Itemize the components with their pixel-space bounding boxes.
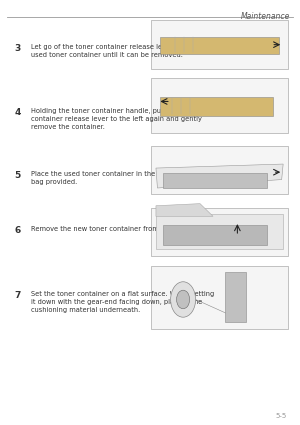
Text: Maintenance: Maintenance — [240, 12, 290, 21]
Bar — [152, 208, 288, 255]
Text: Place the used toner container in the plastic disposal
bag provided.: Place the used toner container in the pl… — [31, 171, 209, 185]
Bar — [226, 272, 246, 322]
Bar — [152, 146, 288, 194]
Text: 4: 4 — [14, 108, 21, 117]
Text: 7: 7 — [14, 291, 21, 300]
Polygon shape — [156, 164, 283, 188]
Text: Remove the new toner container from the box.: Remove the new toner container from the … — [31, 226, 188, 232]
Bar — [152, 20, 288, 69]
Text: Let go of the toner container release lever and pull the
used toner container un: Let go of the toner container release le… — [31, 45, 215, 59]
Bar — [160, 37, 279, 54]
Bar — [164, 173, 267, 188]
Text: 5: 5 — [15, 171, 21, 180]
Text: Set the toner container on a flat surface. When setting
it down with the gear-en: Set the toner container on a flat surfac… — [31, 291, 214, 313]
Bar — [156, 214, 283, 249]
Bar — [152, 266, 288, 329]
Text: Holding the toner container handle, push the toner
container release lever to th: Holding the toner container handle, push… — [31, 108, 202, 130]
Circle shape — [171, 282, 196, 317]
Text: 3: 3 — [15, 45, 21, 54]
Polygon shape — [156, 204, 213, 216]
Text: 5-5: 5-5 — [275, 413, 287, 419]
Circle shape — [177, 290, 190, 309]
Bar — [160, 97, 273, 116]
Text: 6: 6 — [15, 226, 21, 235]
Bar — [152, 78, 288, 133]
Bar — [164, 225, 267, 245]
